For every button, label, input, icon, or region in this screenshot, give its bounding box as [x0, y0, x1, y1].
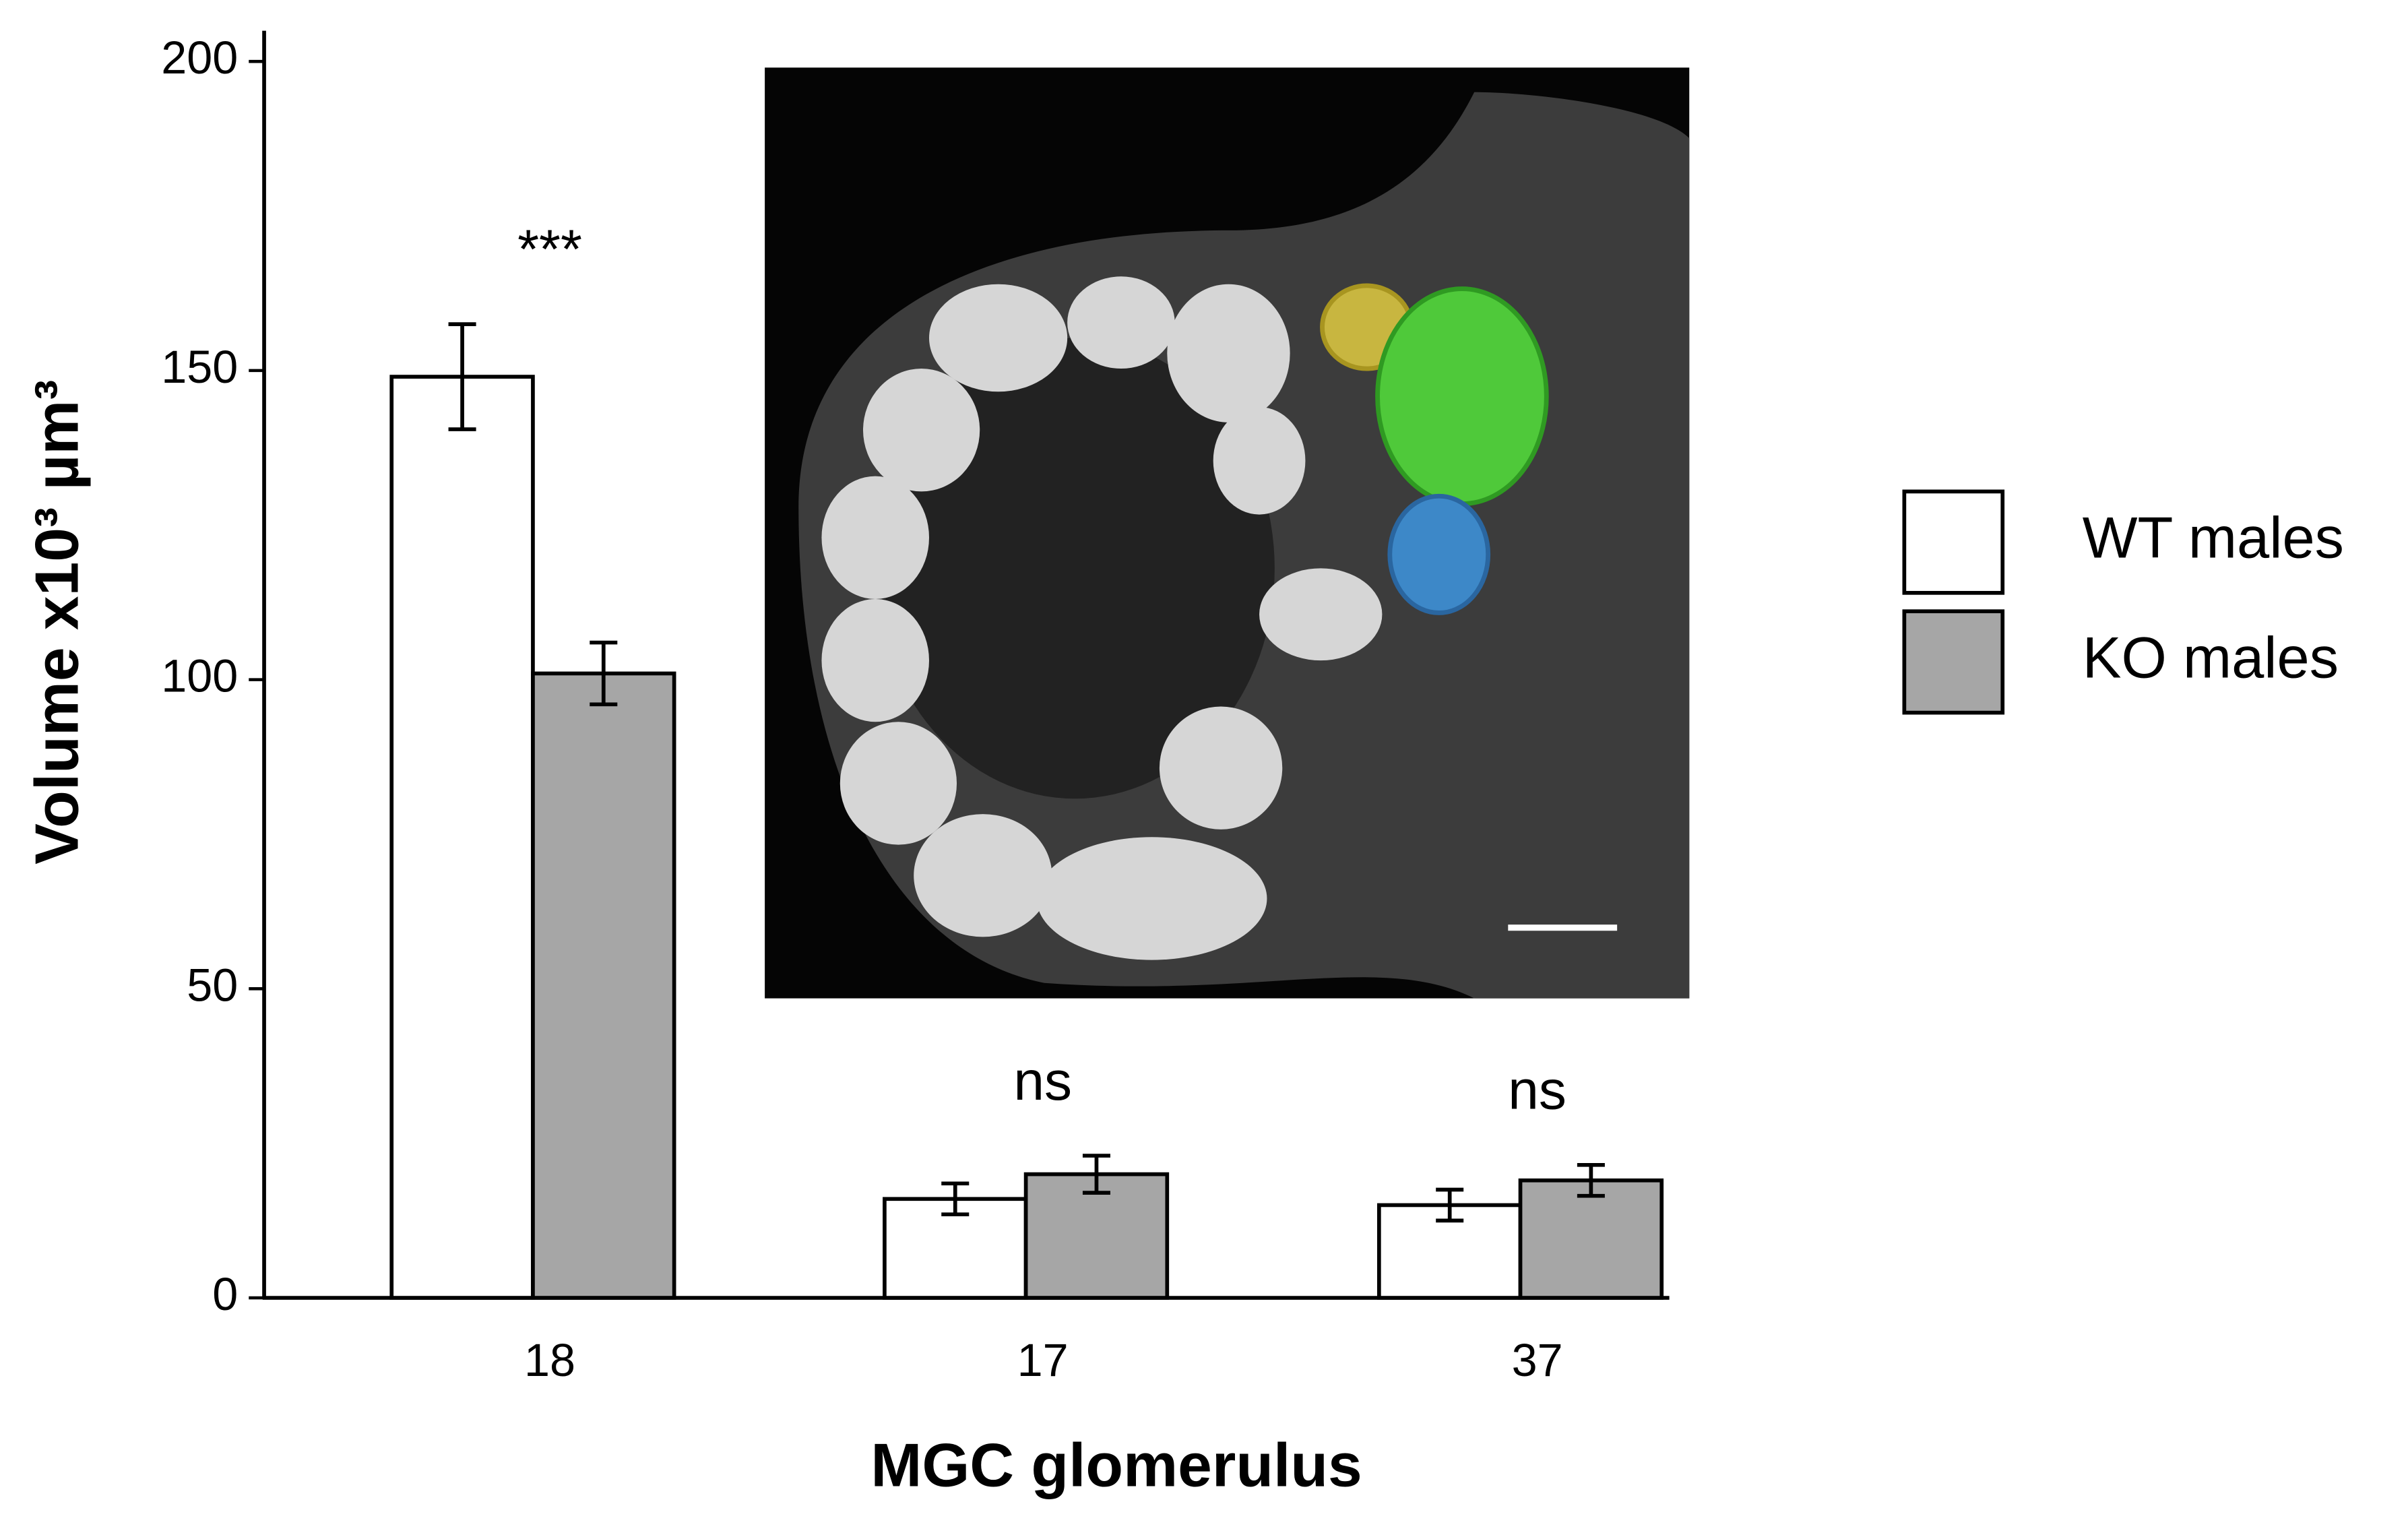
inset-image — [765, 67, 1690, 999]
y-axis-title: Volume x10³ µm³ — [22, 379, 91, 865]
error-bar — [1577, 1162, 1605, 1198]
annotation: ns — [1013, 1051, 1072, 1112]
legend-label: WT males — [2083, 505, 2344, 570]
bar — [1023, 1172, 1170, 1300]
error-bar — [1436, 1187, 1464, 1223]
annotation: ns — [1508, 1060, 1566, 1121]
y-tick-label: 50 — [187, 960, 238, 1011]
x-tick-label: 17 — [1017, 1335, 1069, 1386]
error-bar — [590, 640, 618, 707]
x-tick-label: 18 — [524, 1335, 575, 1386]
y-tick-label: 200 — [161, 32, 238, 84]
legend-swatch — [1902, 609, 2005, 715]
bar — [1518, 1178, 1664, 1300]
y-tick-label: 100 — [161, 651, 238, 702]
bar — [531, 671, 676, 1300]
y-tick-label: 150 — [161, 342, 238, 393]
bar — [389, 375, 535, 1300]
error-bar — [448, 322, 476, 431]
annotation: *** — [517, 219, 582, 280]
x-tick-label: 37 — [1512, 1335, 1563, 1386]
y-tick-label: 0 — [212, 1269, 238, 1320]
legend-label: KO males — [2083, 625, 2339, 690]
x-axis-title: MGC glomerulus — [870, 1431, 1362, 1499]
error-bar — [941, 1181, 970, 1217]
legend-swatch — [1902, 489, 2005, 595]
error-bar — [1082, 1154, 1110, 1195]
